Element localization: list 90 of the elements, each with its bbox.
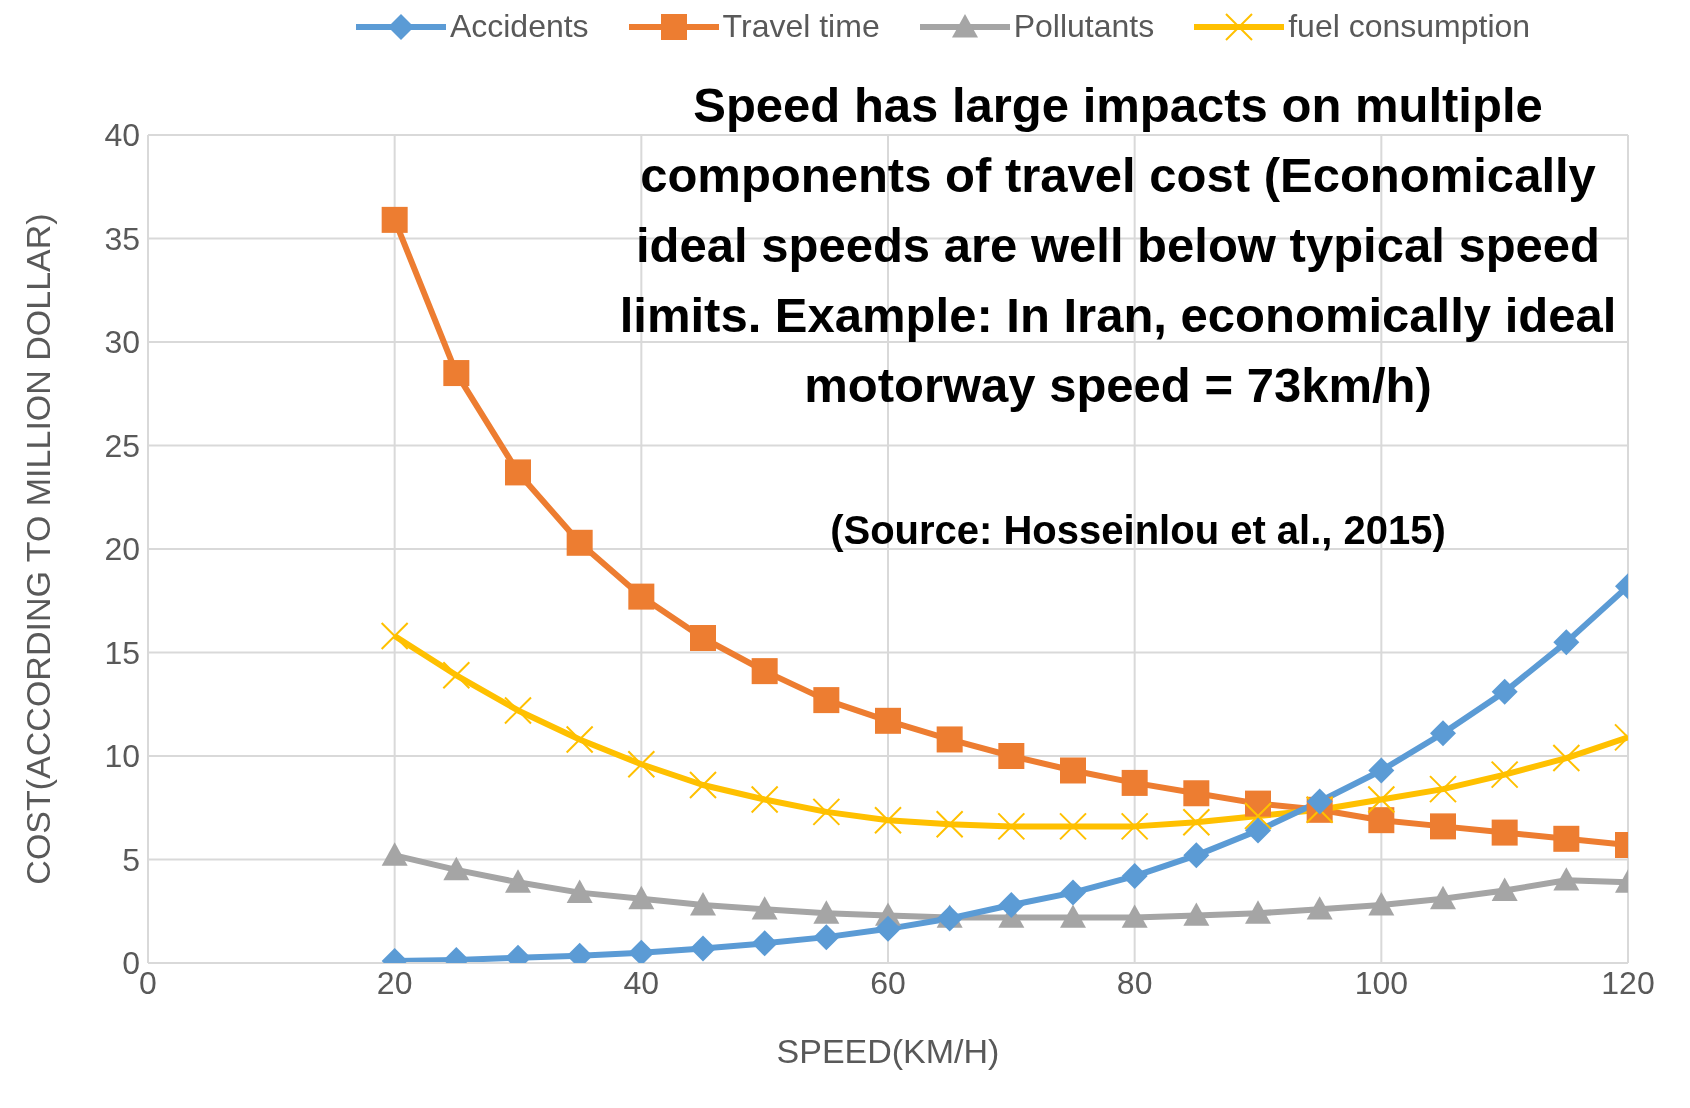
x-tick-label: 100	[1354, 964, 1409, 1001]
point	[443, 360, 470, 387]
point	[1552, 744, 1581, 773]
point	[1121, 863, 1148, 890]
y-axis-title: COST(ACCORDING TO MILLION DOLLAR)	[19, 213, 58, 885]
point	[1491, 877, 1518, 901]
point	[751, 896, 778, 920]
x-tick-label: 80	[1116, 964, 1153, 1001]
point	[1306, 896, 1333, 920]
point	[690, 892, 716, 916]
point	[1553, 825, 1580, 852]
point	[1245, 817, 1271, 844]
point	[813, 924, 840, 951]
point	[505, 869, 531, 893]
point	[380, 621, 409, 650]
point	[935, 810, 964, 839]
point	[443, 856, 470, 881]
point	[505, 459, 531, 486]
point	[751, 658, 778, 685]
point	[812, 797, 841, 826]
point	[875, 707, 901, 734]
point	[628, 885, 655, 910]
point	[1553, 629, 1580, 656]
point	[750, 785, 779, 814]
point	[998, 743, 1025, 769]
point	[1120, 812, 1149, 841]
legend-label: Accidents	[449, 8, 589, 45]
y-tick-label: 20	[104, 531, 140, 568]
x-axis-title: SPEED(KM/H)	[776, 1032, 1000, 1070]
y-tick-label: 40	[104, 117, 140, 154]
point	[628, 939, 655, 963]
point	[689, 770, 717, 799]
point	[1183, 842, 1210, 869]
point	[998, 892, 1025, 919]
point	[1183, 780, 1210, 807]
point	[1491, 819, 1518, 846]
point	[504, 696, 532, 725]
point	[1490, 760, 1519, 789]
point	[751, 930, 778, 957]
point	[1491, 678, 1518, 705]
point	[1367, 785, 1396, 814]
point	[381, 842, 408, 866]
point	[1060, 757, 1086, 784]
point	[566, 879, 593, 904]
y-tick-label: 25	[104, 427, 140, 464]
y-tick-label: 10	[104, 738, 140, 775]
point	[442, 661, 471, 690]
point	[1182, 808, 1211, 837]
legend-label: Pollutants	[1013, 8, 1155, 45]
y-tick-label: 5	[122, 841, 140, 878]
point	[1430, 813, 1456, 840]
point	[1368, 892, 1395, 916]
point	[1059, 812, 1087, 841]
text: Speed has large impacts on multiple components of travel cost (Economically ideal speeds are well below typical speed limits. Example: In Iran, economically ideal motorway speed = 73km/h)	[618, 77, 1618, 414]
point	[936, 726, 963, 753]
point	[1430, 720, 1456, 747]
x-tick-label: 120	[1601, 964, 1655, 1001]
point	[1183, 902, 1210, 926]
point	[1429, 775, 1457, 804]
point	[813, 687, 840, 714]
point	[813, 900, 840, 924]
point	[690, 935, 716, 962]
point	[1553, 867, 1580, 891]
point	[1060, 879, 1086, 906]
y-tick-label: 15	[104, 634, 140, 671]
legend-label: fuel consumption	[1288, 8, 1531, 45]
point	[627, 750, 656, 779]
point	[1121, 769, 1148, 796]
point	[875, 915, 901, 942]
annotation: (Source: Hosseinlou et al., 2015)	[829, 508, 1447, 553]
point	[1368, 807, 1395, 834]
y-tick-label: 30	[104, 324, 140, 361]
x-tick-label: 60	[870, 964, 906, 1001]
point	[565, 725, 594, 754]
point	[1245, 900, 1271, 924]
point	[997, 812, 1026, 841]
point	[566, 529, 593, 556]
x-tick-label: 20	[376, 964, 413, 1001]
point	[1430, 885, 1456, 910]
point	[1368, 757, 1395, 784]
x-tick-label: 40	[623, 964, 660, 1001]
point	[381, 206, 408, 233]
point	[628, 583, 655, 610]
point	[1306, 788, 1333, 815]
point	[1060, 904, 1086, 928]
legend-label: Travel time	[722, 8, 880, 45]
point	[1121, 904, 1148, 928]
y-tick-label: 35	[104, 220, 140, 257]
point	[690, 625, 716, 652]
point	[874, 806, 902, 835]
